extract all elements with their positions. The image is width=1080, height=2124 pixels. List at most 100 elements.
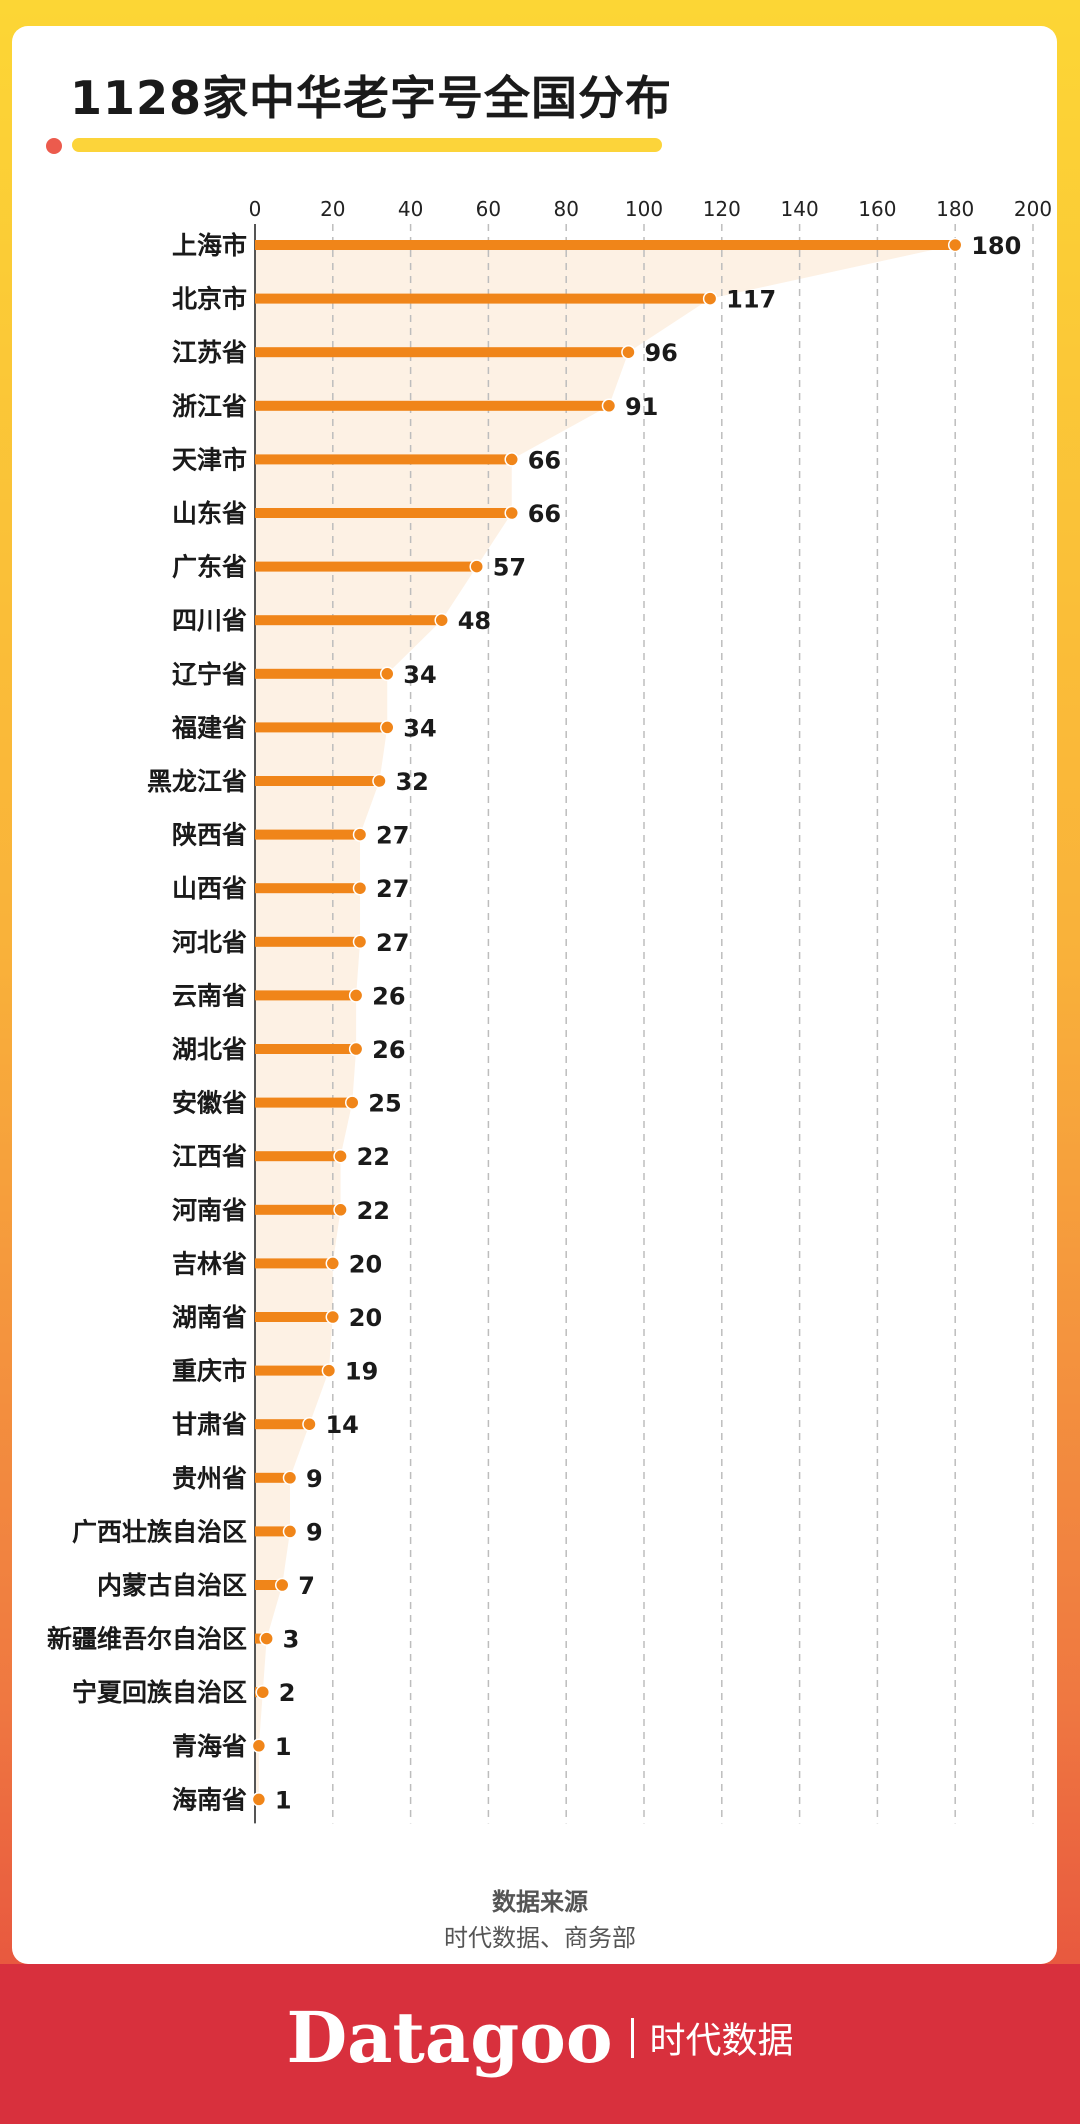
title-decoration-dot bbox=[46, 138, 62, 154]
category-label: 陕西省 bbox=[172, 821, 247, 850]
bar bbox=[255, 1365, 329, 1376]
data-label: 34 bbox=[403, 714, 436, 742]
bar bbox=[255, 615, 442, 626]
category-label: 北京市 bbox=[172, 285, 247, 314]
bar-end-dot bbox=[702, 291, 718, 306]
x-tick-label: 160 bbox=[858, 197, 896, 221]
bar bbox=[255, 1580, 283, 1590]
category-label: 青海省 bbox=[172, 1732, 247, 1761]
brand-chinese-name: 时代数据 bbox=[649, 2020, 794, 2062]
data-label: 20 bbox=[349, 1250, 382, 1278]
category-label: 内蒙古自治区 bbox=[97, 1571, 247, 1600]
bar-end-dot bbox=[259, 1631, 274, 1646]
bar-end-dot bbox=[434, 612, 449, 628]
data-label: 1 bbox=[275, 1786, 292, 1814]
page-title: 1128家中华老字号全国分布 bbox=[70, 71, 673, 125]
data-label: 7 bbox=[298, 1572, 315, 1600]
bar bbox=[255, 936, 361, 947]
bar-end-dot bbox=[274, 1577, 290, 1593]
bar bbox=[255, 1097, 353, 1108]
bar-end-dot bbox=[251, 1738, 267, 1754]
category-label: 贵州省 bbox=[172, 1464, 247, 1493]
category-label: 重庆市 bbox=[172, 1357, 247, 1386]
title-decoration-bar bbox=[72, 138, 662, 152]
bar-end-dot bbox=[333, 1148, 348, 1164]
source-label: 数据来源 bbox=[492, 1888, 588, 1916]
category-label: 辽宁省 bbox=[172, 660, 247, 689]
category-label: 四川省 bbox=[172, 606, 247, 635]
bar bbox=[255, 829, 361, 840]
data-label: 66 bbox=[528, 446, 561, 474]
data-label: 27 bbox=[376, 875, 409, 903]
data-label: 19 bbox=[345, 1358, 378, 1386]
bar-end-dot bbox=[302, 1416, 317, 1432]
x-tick-label: 200 bbox=[1014, 197, 1052, 221]
bar bbox=[255, 561, 477, 572]
bar bbox=[255, 293, 711, 304]
category-label: 海南省 bbox=[172, 1785, 247, 1814]
data-label: 180 bbox=[971, 232, 1021, 260]
bar-end-dot bbox=[352, 934, 368, 950]
category-label: 浙江省 bbox=[172, 392, 247, 421]
x-tick-label: 20 bbox=[320, 197, 345, 221]
bar-end-dot bbox=[321, 1363, 337, 1378]
bar-end-dot bbox=[504, 505, 519, 521]
bar bbox=[255, 454, 512, 465]
brand-wordmark: Datagoo bbox=[286, 1996, 613, 2079]
bar bbox=[255, 1419, 310, 1430]
bar bbox=[255, 1151, 341, 1162]
category-label: 安徽省 bbox=[172, 1089, 247, 1118]
data-label: 96 bbox=[644, 339, 677, 367]
brand-separator bbox=[630, 2017, 634, 2058]
footer-banner bbox=[0, 1964, 1080, 2124]
category-label: 上海市 bbox=[172, 231, 247, 260]
category-label: 宁夏回族自治区 bbox=[72, 1678, 247, 1707]
data-label: 20 bbox=[349, 1304, 382, 1332]
category-label: 山西省 bbox=[172, 874, 247, 903]
distribution-area bbox=[255, 245, 956, 1800]
bar bbox=[255, 668, 388, 679]
data-label: 22 bbox=[357, 1197, 390, 1225]
data-label: 9 bbox=[306, 1518, 323, 1546]
bar-end-dot bbox=[282, 1524, 298, 1539]
category-label: 云南省 bbox=[172, 981, 247, 1010]
x-tick-label: 60 bbox=[476, 197, 501, 221]
data-label: 26 bbox=[372, 982, 405, 1010]
bar-end-dot bbox=[348, 1041, 364, 1057]
bar-end-dot bbox=[325, 1309, 341, 1325]
data-label: 34 bbox=[403, 661, 436, 689]
data-label: 3 bbox=[283, 1626, 300, 1654]
bar bbox=[255, 776, 380, 786]
category-label: 湖南省 bbox=[172, 1303, 247, 1332]
data-label: 2 bbox=[279, 1679, 296, 1707]
data-label: 32 bbox=[395, 768, 428, 796]
bar bbox=[255, 990, 357, 1001]
bar-end-dot bbox=[348, 988, 364, 1003]
category-label: 广西壮族自治区 bbox=[72, 1517, 247, 1546]
data-label: 26 bbox=[372, 1036, 405, 1064]
bar bbox=[255, 1044, 357, 1054]
x-tick-label: 40 bbox=[398, 197, 423, 221]
bar-end-dot bbox=[947, 237, 963, 253]
data-label: 22 bbox=[357, 1143, 390, 1171]
category-label: 河北省 bbox=[172, 928, 247, 957]
bar bbox=[255, 1472, 291, 1483]
bar bbox=[255, 883, 361, 894]
category-label: 江苏省 bbox=[172, 338, 247, 367]
bar-end-dot bbox=[469, 559, 484, 574]
category-label: 山东省 bbox=[172, 499, 247, 528]
data-label: 27 bbox=[376, 929, 409, 957]
category-label: 甘肃省 bbox=[172, 1410, 247, 1439]
bar-end-dot bbox=[621, 344, 636, 360]
bar-end-dot bbox=[352, 827, 368, 842]
brand-logo: Datagoo 时代数据 bbox=[0, 1996, 1080, 2079]
x-tick-label: 80 bbox=[553, 197, 578, 221]
bar bbox=[255, 1526, 291, 1537]
bar bbox=[255, 722, 388, 733]
bar bbox=[255, 347, 629, 358]
bar-end-dot bbox=[333, 1202, 348, 1218]
data-label: 48 bbox=[458, 607, 491, 635]
data-label: 25 bbox=[368, 1090, 401, 1118]
bar bbox=[255, 1312, 333, 1322]
